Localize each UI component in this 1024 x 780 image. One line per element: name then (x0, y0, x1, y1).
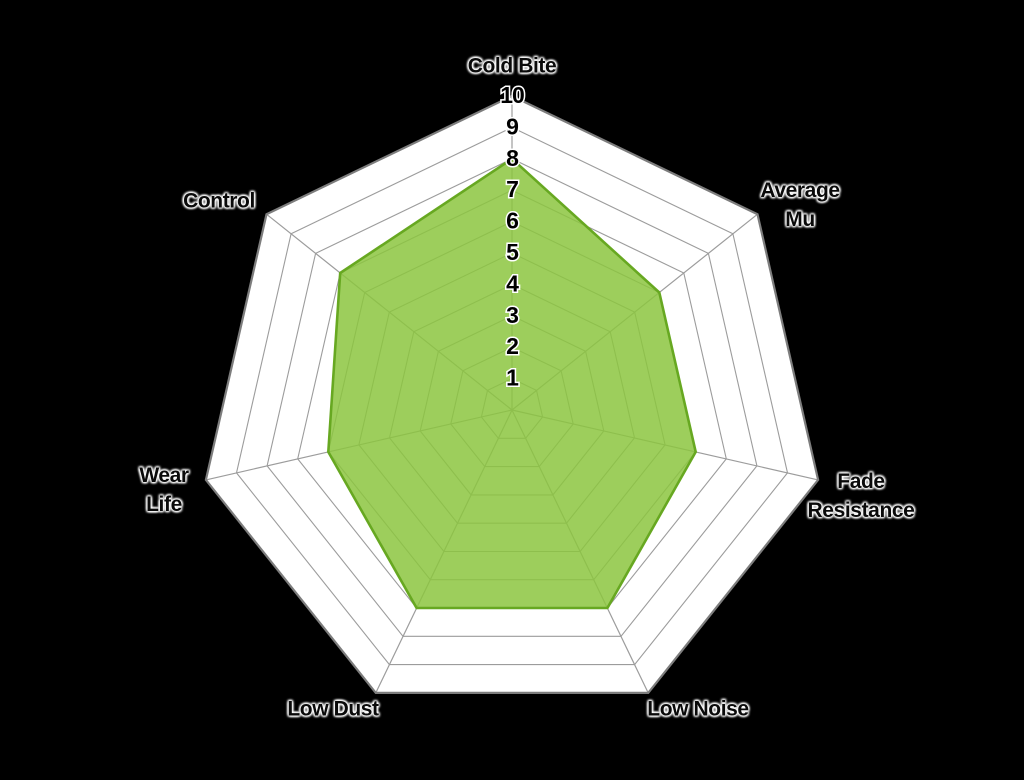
radar-grid-ring (266, 158, 758, 637)
axis-label-wear-life: Wear Life (139, 464, 189, 516)
axis-label-low-dust: Low Dust (287, 697, 379, 721)
tick-label: 4 (506, 270, 519, 296)
tick-label: 3 (506, 302, 518, 328)
radar-outer-ring (204, 94, 820, 695)
tick-label: 10 (500, 82, 524, 108)
axis-label-low-noise: Low Noise (647, 697, 749, 721)
tick-label: 5 (506, 239, 519, 265)
tick-label: 1 (506, 365, 519, 391)
radar-grid-ring (235, 126, 789, 666)
axis-label-cold-bite: Cold Bite (467, 54, 557, 78)
axis-label-average-mu: Average Mu (760, 179, 840, 231)
tick-label: 7 (506, 176, 518, 202)
tick-label: 2 (506, 333, 518, 359)
tick-label: 9 (506, 113, 518, 139)
tick-label: 6 (506, 208, 518, 234)
tick-label: 8 (506, 145, 519, 171)
radar-data-polygon (326, 157, 698, 610)
axis-label-control: Control (183, 189, 255, 213)
axis-label-fade-resistance: Fade Resistance (807, 470, 915, 522)
